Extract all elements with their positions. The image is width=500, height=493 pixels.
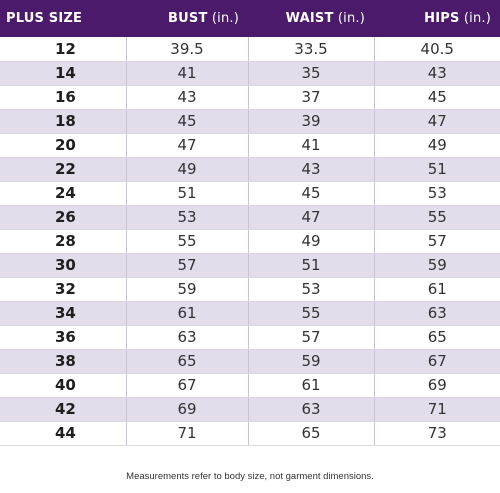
bust-cell: 71 [126, 421, 249, 446]
hips-cell: 69 [374, 373, 500, 398]
table-row: 28 55 49 57 [0, 229, 500, 254]
header-hips: HIPS (in.) [424, 11, 491, 26]
waist-cell: 41 [248, 133, 375, 158]
size-cell: 38 [0, 349, 127, 374]
hips-cell: 59 [374, 253, 500, 278]
waist-cell: 49 [248, 229, 375, 254]
size-chart: PLUS SIZE BUST (in.) WAIST (in.) HIPS (i… [0, 0, 500, 446]
bust-cell: 57 [126, 253, 249, 278]
table-header-row: PLUS SIZE BUST (in.) WAIST (in.) HIPS (i… [0, 0, 500, 37]
bust-cell: 49 [126, 157, 249, 182]
hips-cell: 53 [374, 181, 500, 206]
bust-cell: 67 [126, 373, 249, 398]
size-table: PLUS SIZE BUST (in.) WAIST (in.) HIPS (i… [0, 0, 500, 446]
hips-cell: 61 [374, 277, 500, 302]
bust-cell: 65 [126, 349, 249, 374]
size-cell: 18 [0, 109, 127, 134]
bust-cell: 59 [126, 277, 249, 302]
waist-cell: 63 [248, 397, 375, 422]
table-row: 38 65 59 67 [0, 349, 500, 374]
waist-cell: 59 [248, 349, 375, 374]
waist-cell: 57 [248, 325, 375, 350]
waist-cell: 45 [248, 181, 375, 206]
size-cell: 28 [0, 229, 127, 254]
waist-cell: 53 [248, 277, 375, 302]
hips-cell: 40.5 [374, 37, 500, 62]
hips-cell: 51 [374, 157, 500, 182]
size-cell: 24 [0, 181, 127, 206]
size-cell: 26 [0, 205, 127, 230]
hips-cell: 65 [374, 325, 500, 350]
size-cell: 20 [0, 133, 127, 158]
table-body: 12 39.5 33.5 40.5 14 41 35 43 16 43 37 45 18 45 39 47 20… [0, 37, 500, 446]
waist-cell: 51 [248, 253, 375, 278]
hips-cell: 47 [374, 109, 500, 134]
table-row: 14 41 35 43 [0, 61, 500, 86]
table-row: 36 63 57 65 [0, 325, 500, 350]
waist-cell: 43 [248, 157, 375, 182]
header-waist: WAIST (in.) [285, 11, 365, 26]
waist-cell: 35 [248, 61, 375, 86]
hips-cell: 57 [374, 229, 500, 254]
table-row: 20 47 41 49 [0, 133, 500, 158]
table-row: 40 67 61 69 [0, 373, 500, 398]
hips-cell: 45 [374, 85, 500, 110]
size-cell: 42 [0, 397, 127, 422]
bust-cell: 41 [126, 61, 249, 86]
table-row: 18 45 39 47 [0, 109, 500, 134]
header-bust: BUST (in.) [168, 11, 239, 26]
table-row: 42 69 63 71 [0, 397, 500, 422]
bust-cell: 55 [126, 229, 249, 254]
size-cell: 40 [0, 373, 127, 398]
hips-cell: 73 [374, 421, 500, 446]
table-row: 34 61 55 63 [0, 301, 500, 326]
bust-cell: 51 [126, 181, 249, 206]
bust-cell: 69 [126, 397, 249, 422]
header-plus-size: PLUS SIZE [6, 11, 83, 26]
footnote: Measurements refer to body size, not gar… [126, 471, 374, 482]
waist-cell: 55 [248, 301, 375, 326]
bust-cell: 53 [126, 205, 249, 230]
hips-cell: 71 [374, 397, 500, 422]
table-row: 44 71 65 73 [0, 421, 500, 446]
waist-cell: 47 [248, 205, 375, 230]
table-row: 30 57 51 59 [0, 253, 500, 278]
size-cell: 44 [0, 421, 127, 446]
size-cell: 12 [0, 37, 127, 62]
waist-cell: 65 [248, 421, 375, 446]
table-row: 12 39.5 33.5 40.5 [0, 37, 500, 62]
size-cell: 22 [0, 157, 127, 182]
hips-cell: 63 [374, 301, 500, 326]
hips-cell: 43 [374, 61, 500, 86]
waist-cell: 33.5 [248, 37, 375, 62]
size-cell: 16 [0, 85, 127, 110]
bust-cell: 63 [126, 325, 249, 350]
table-row: 22 49 43 51 [0, 157, 500, 182]
waist-cell: 39 [248, 109, 375, 134]
table-row: 16 43 37 45 [0, 85, 500, 110]
bust-cell: 39.5 [126, 37, 249, 62]
size-cell: 32 [0, 277, 127, 302]
size-cell: 14 [0, 61, 127, 86]
bust-cell: 43 [126, 85, 249, 110]
waist-cell: 61 [248, 373, 375, 398]
bust-cell: 47 [126, 133, 249, 158]
waist-cell: 37 [248, 85, 375, 110]
size-cell: 34 [0, 301, 127, 326]
table-row: 24 51 45 53 [0, 181, 500, 206]
bust-cell: 61 [126, 301, 249, 326]
hips-cell: 55 [374, 205, 500, 230]
size-cell: 30 [0, 253, 127, 278]
hips-cell: 49 [374, 133, 500, 158]
size-cell: 36 [0, 325, 127, 350]
table-row: 26 53 47 55 [0, 205, 500, 230]
bust-cell: 45 [126, 109, 249, 134]
table-row: 32 59 53 61 [0, 277, 500, 302]
hips-cell: 67 [374, 349, 500, 374]
